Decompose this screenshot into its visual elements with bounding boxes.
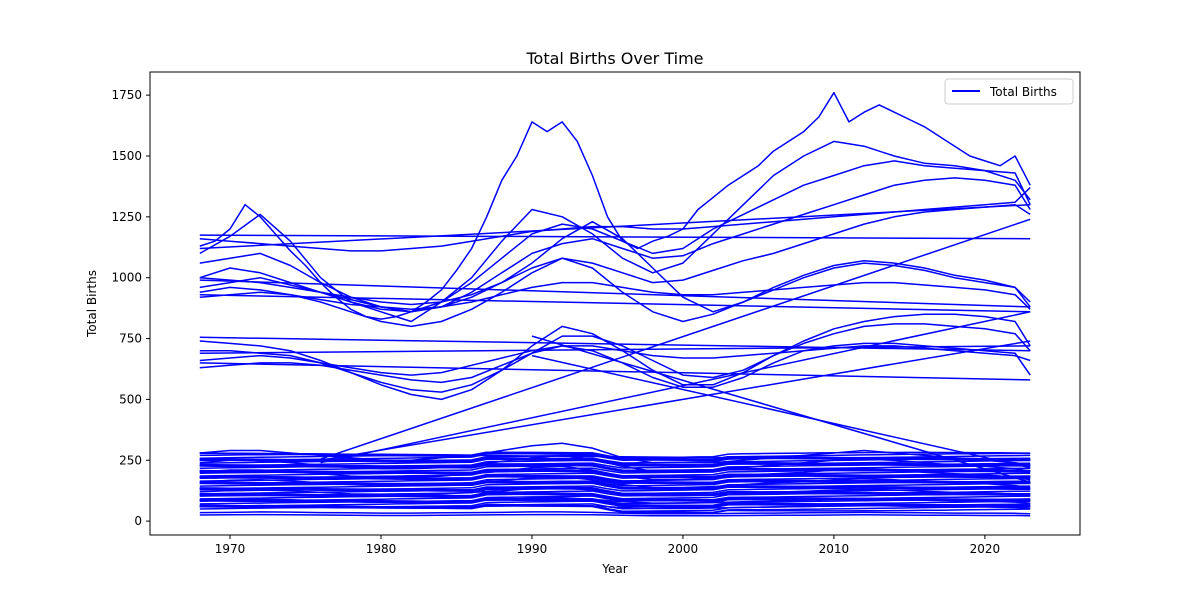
x-tick-label-1970: 1970 [215,542,246,556]
y-axis: 0 250 500 750 1000 1250 1500 1750 [111,88,150,528]
series-line-0 [199,91,1031,320]
plot-lines-group [199,91,1031,517]
series-line-34 [531,354,1031,469]
x-tick-label-2000: 2000 [668,542,699,556]
legend: Total Births [944,78,1074,105]
x-axis-title: Year [601,562,627,576]
x-tick-label-2020: 2020 [970,542,1001,556]
x-tick-label-2010: 2010 [819,542,850,556]
x-axis: 1970 1980 1990 2000 2010 2020 [215,535,1000,556]
y-tick-label-500: 500 [119,392,142,406]
series-line-2 [199,160,1031,313]
series-line-30 [320,340,1031,462]
x-tick-label-1980: 1980 [366,542,397,556]
series-line-11 [199,279,1031,308]
series-line-17 [199,336,1031,352]
series-line-27 [199,511,1031,515]
series-line-19 [199,362,1031,381]
y-tick-label-750: 750 [119,332,142,346]
series-line-32 [320,218,1031,460]
y-tick-label-1250: 1250 [111,210,142,224]
chart-title: Total Births Over Time [525,49,703,68]
series-line-1 [199,140,1031,323]
band-line-58 [199,452,1031,461]
series-line-12 [199,293,1031,313]
series-line-14 [199,323,1031,393]
series-line-9 [199,257,1031,328]
y-tick-label-250: 250 [119,453,142,467]
plot-frame [149,71,1081,536]
band-line-59 [199,451,1031,459]
series-line-10 [199,281,1031,311]
series-line-28 [199,513,1031,517]
series-line-7 [199,203,1031,250]
y-axis-title: Total Births [85,270,99,338]
series-line-6 [199,234,1031,240]
legend-label: Total Births [989,85,1057,99]
y-tick-label-1500: 1500 [111,149,142,163]
series-line-8 [199,220,1031,313]
y-tick-label-1750: 1750 [111,88,142,102]
series-line-3 [199,177,1031,313]
y-tick-label-1000: 1000 [111,271,142,285]
y-tick-label-0: 0 [134,514,142,528]
legend-box [944,78,1074,105]
series-line-18 [199,345,1031,354]
x-tick-label-1990: 1990 [517,542,548,556]
